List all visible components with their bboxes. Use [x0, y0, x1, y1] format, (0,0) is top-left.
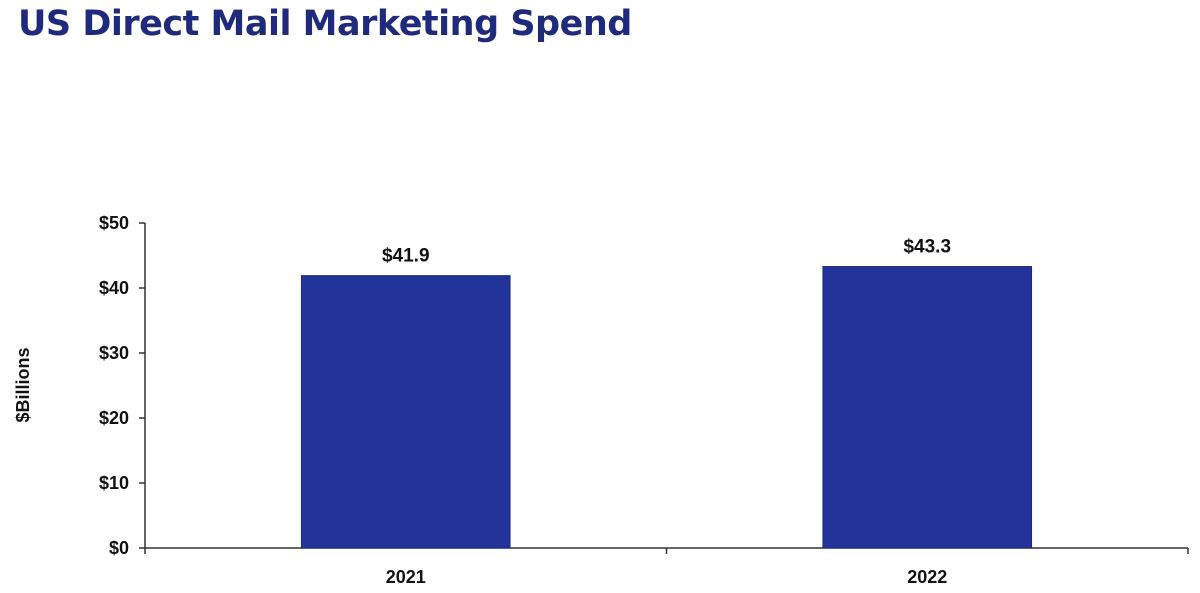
- y-tick-label: $30: [99, 343, 129, 363]
- y-tick-label: $50: [99, 213, 129, 233]
- x-category-label-2021: 2021: [386, 567, 426, 587]
- chart-title: US Direct Mail Marketing Spend: [18, 4, 632, 44]
- y-tick-label: $40: [99, 278, 129, 298]
- x-category-label-2022: 2022: [907, 567, 947, 587]
- y-tick-label: $0: [109, 538, 129, 558]
- bar-2021: [300, 275, 511, 549]
- data-label-2022: $43.3: [903, 237, 951, 258]
- data-label-2021: $41.9: [382, 246, 430, 267]
- y-tick-label: $10: [99, 473, 129, 493]
- bar-2022: [822, 266, 1033, 549]
- y-axis-title: $Billions: [13, 347, 33, 422]
- y-tick-label: $20: [99, 408, 129, 428]
